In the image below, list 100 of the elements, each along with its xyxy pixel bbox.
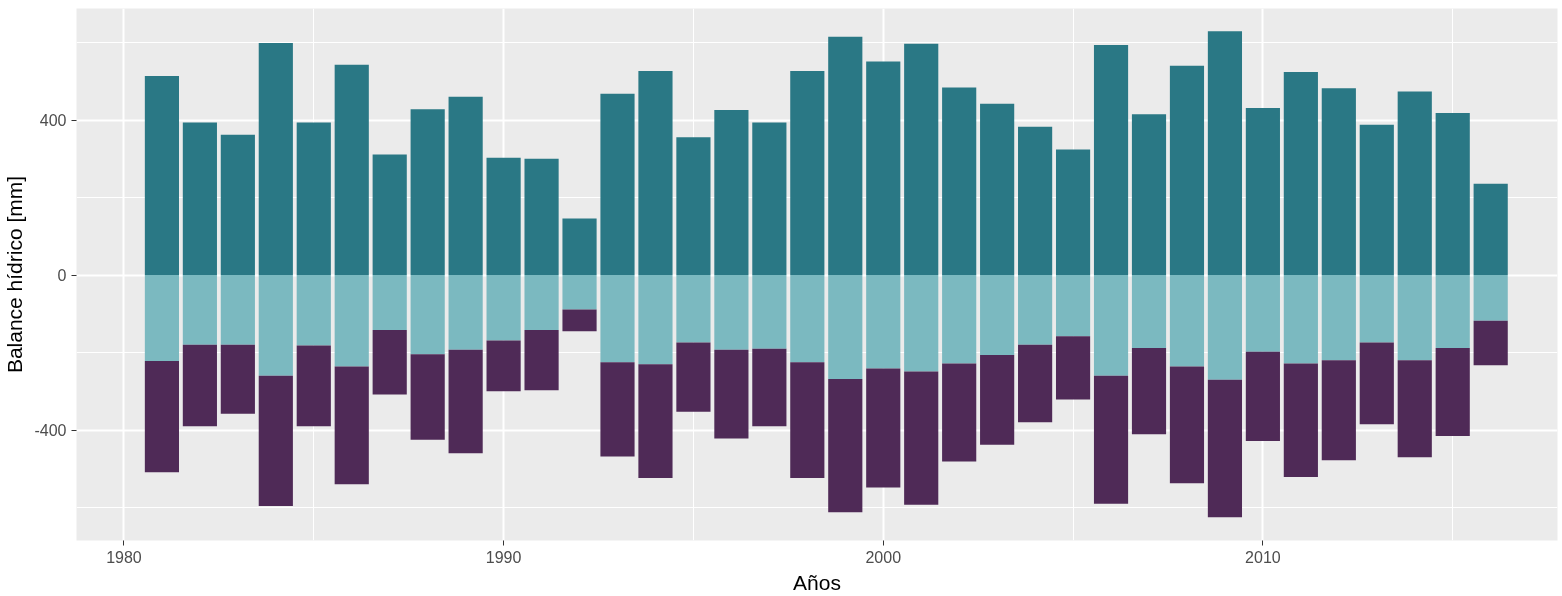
bar bbox=[942, 363, 977, 462]
bar bbox=[372, 330, 407, 395]
bar bbox=[866, 368, 901, 488]
bar bbox=[600, 275, 635, 363]
bar bbox=[1283, 275, 1318, 364]
bar bbox=[562, 218, 597, 276]
bar bbox=[1435, 113, 1470, 276]
bar bbox=[1321, 360, 1356, 461]
bar bbox=[144, 361, 179, 473]
bar bbox=[980, 354, 1015, 445]
bar bbox=[562, 309, 597, 332]
bar bbox=[638, 275, 673, 365]
bar bbox=[1397, 91, 1432, 276]
bar bbox=[1055, 275, 1091, 337]
x-tick-label: 1990 bbox=[485, 548, 522, 566]
bar bbox=[258, 275, 293, 376]
bar bbox=[1018, 344, 1053, 423]
bar bbox=[1169, 275, 1205, 367]
bar bbox=[714, 349, 749, 439]
bar bbox=[980, 103, 1015, 276]
bar bbox=[676, 275, 711, 343]
bar bbox=[220, 134, 255, 276]
bar bbox=[1473, 183, 1508, 276]
bar bbox=[1207, 31, 1243, 276]
y-axis-title: Balance hídrico [mm] bbox=[3, 175, 27, 374]
bar bbox=[714, 275, 749, 350]
bar bbox=[1169, 65, 1205, 276]
y-tick-label: 0 bbox=[57, 267, 67, 285]
bar bbox=[752, 348, 787, 427]
bar bbox=[1131, 347, 1167, 435]
y-tick-label: -400 bbox=[34, 422, 67, 440]
bar bbox=[524, 158, 559, 276]
bar bbox=[1283, 363, 1318, 477]
bar bbox=[600, 362, 635, 457]
bar bbox=[828, 36, 863, 276]
bar bbox=[790, 362, 825, 479]
bar bbox=[1207, 379, 1243, 518]
bar bbox=[1359, 342, 1394, 425]
bar bbox=[334, 275, 369, 367]
bar bbox=[448, 349, 483, 454]
bar bbox=[1245, 108, 1280, 276]
bar bbox=[220, 344, 255, 414]
bar bbox=[790, 70, 825, 276]
bar bbox=[144, 275, 179, 362]
x-tick-label: 2010 bbox=[1245, 548, 1281, 566]
bar bbox=[714, 110, 749, 276]
bar bbox=[866, 275, 901, 369]
bar bbox=[182, 344, 217, 427]
bar bbox=[372, 154, 407, 276]
bar bbox=[1055, 149, 1091, 276]
bar bbox=[638, 70, 673, 276]
bar bbox=[448, 96, 483, 276]
bar bbox=[486, 275, 521, 341]
bar bbox=[334, 366, 369, 485]
bar bbox=[258, 42, 293, 276]
bar bbox=[334, 64, 369, 276]
bar bbox=[1397, 360, 1432, 458]
bar bbox=[296, 122, 331, 276]
bar bbox=[1435, 275, 1470, 348]
bar bbox=[486, 157, 521, 276]
bar bbox=[942, 275, 977, 364]
bar bbox=[182, 122, 217, 276]
bar bbox=[296, 275, 331, 346]
x-axis-title: Años bbox=[793, 570, 841, 594]
bar bbox=[676, 137, 711, 276]
bar bbox=[1359, 124, 1394, 276]
bar bbox=[296, 345, 331, 427]
bar bbox=[1397, 275, 1432, 361]
bar bbox=[410, 354, 445, 440]
x-tick-label: 1980 bbox=[106, 548, 142, 566]
bar bbox=[866, 61, 901, 276]
bar bbox=[372, 275, 407, 331]
bar bbox=[1283, 72, 1318, 276]
bar bbox=[220, 275, 255, 345]
bar bbox=[904, 371, 939, 505]
bar bbox=[1359, 275, 1394, 343]
bar bbox=[828, 275, 863, 379]
bar bbox=[144, 75, 179, 276]
bar bbox=[942, 87, 977, 276]
bar bbox=[1055, 336, 1091, 400]
bar bbox=[600, 93, 635, 276]
bar bbox=[1207, 275, 1243, 380]
bar bbox=[752, 275, 787, 349]
bar bbox=[410, 109, 445, 276]
bar bbox=[258, 375, 293, 507]
bar bbox=[1093, 275, 1129, 376]
bar bbox=[1321, 88, 1356, 276]
bar bbox=[486, 340, 521, 392]
bar bbox=[1131, 275, 1167, 348]
bar bbox=[790, 275, 825, 363]
bar bbox=[1321, 275, 1356, 361]
bar bbox=[448, 275, 483, 350]
bar bbox=[1169, 366, 1205, 484]
bar bbox=[1093, 375, 1129, 504]
bar bbox=[524, 275, 559, 331]
bar bbox=[562, 275, 597, 310]
bar bbox=[1245, 275, 1280, 352]
bar bbox=[752, 122, 787, 276]
bar bbox=[828, 378, 863, 513]
bar bbox=[638, 364, 673, 479]
